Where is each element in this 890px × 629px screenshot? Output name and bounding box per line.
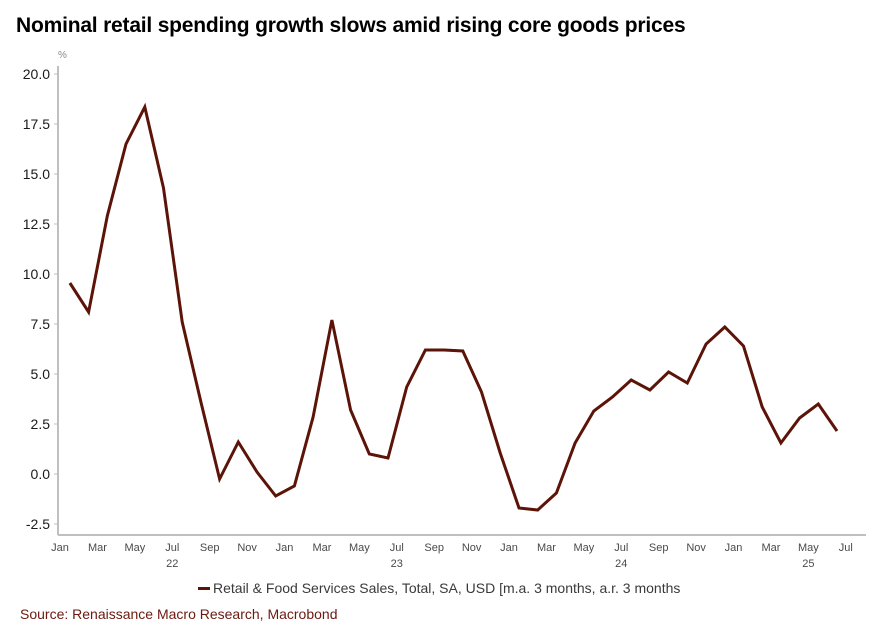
x-tick-label: Mar	[537, 542, 556, 554]
y-tick-label: 17.5	[23, 116, 50, 132]
x-tick-label: Jan	[725, 542, 743, 554]
y-tick-label: 7.5	[31, 316, 51, 332]
series-group	[68, 102, 839, 512]
y-tick-label: 2.5	[31, 416, 51, 432]
series-line	[68, 102, 839, 512]
x-tick-label: Jul	[390, 542, 404, 554]
x-year-label: 22	[166, 558, 178, 570]
x-tick-label: May	[798, 542, 819, 554]
y-tick-label: 0.0	[31, 466, 51, 482]
legend-swatch-icon	[198, 586, 210, 590]
x-tick-label: Jul	[165, 542, 179, 554]
x-tick-label: Jul	[614, 542, 628, 554]
legend: Retail & Food Services Sales, Total, SA,…	[198, 580, 680, 596]
x-year-label: 23	[391, 558, 403, 570]
y-tick-label: 5.0	[31, 366, 51, 382]
x-tick-label: Mar	[312, 542, 331, 554]
x-tick-label: May	[349, 542, 370, 554]
source-note: Source: Renaissance Macro Research, Macr…	[20, 606, 338, 622]
legend-label: Retail & Food Services Sales, Total, SA,…	[213, 580, 681, 596]
x-year-label: 25	[802, 558, 814, 570]
y-axis-ticks: 20.0 17.5 15.0 12.5 10.0 7.5 5.0 2.5 0.0 -2.5	[23, 66, 58, 532]
x-tick-label: Jan	[51, 542, 69, 554]
y-axis-unit-label: %	[58, 50, 67, 61]
x-tick-label: Sep	[424, 542, 444, 554]
x-tick-label: Nov	[686, 542, 706, 554]
y-tick-label: 20.0	[23, 66, 50, 82]
x-tick-label: Mar	[88, 542, 107, 554]
x-tick-label: Jan	[500, 542, 518, 554]
x-year-label: 24	[615, 558, 627, 570]
x-tick-label: Jul	[839, 542, 853, 554]
x-axis-ticks: Jan Mar May Jul Sep Nov Jan Mar May Jul Sep Nov Jan M…	[51, 542, 853, 570]
y-tick-label: -2.5	[26, 516, 50, 532]
x-tick-label: Nov	[237, 542, 257, 554]
x-tick-label: Mar	[762, 542, 781, 554]
x-tick-label: Sep	[200, 542, 220, 554]
x-tick-label: Nov	[462, 542, 482, 554]
y-tick-label: 12.5	[23, 216, 50, 232]
x-tick-label: Sep	[649, 542, 669, 554]
x-tick-label: Jan	[276, 542, 294, 554]
y-tick-label: 15.0	[23, 166, 50, 182]
x-tick-label: May	[124, 542, 145, 554]
x-tick-label: May	[573, 542, 594, 554]
y-tick-label: 10.0	[23, 266, 50, 282]
chart-title: Nominal retail spending growth slows ami…	[16, 14, 686, 37]
